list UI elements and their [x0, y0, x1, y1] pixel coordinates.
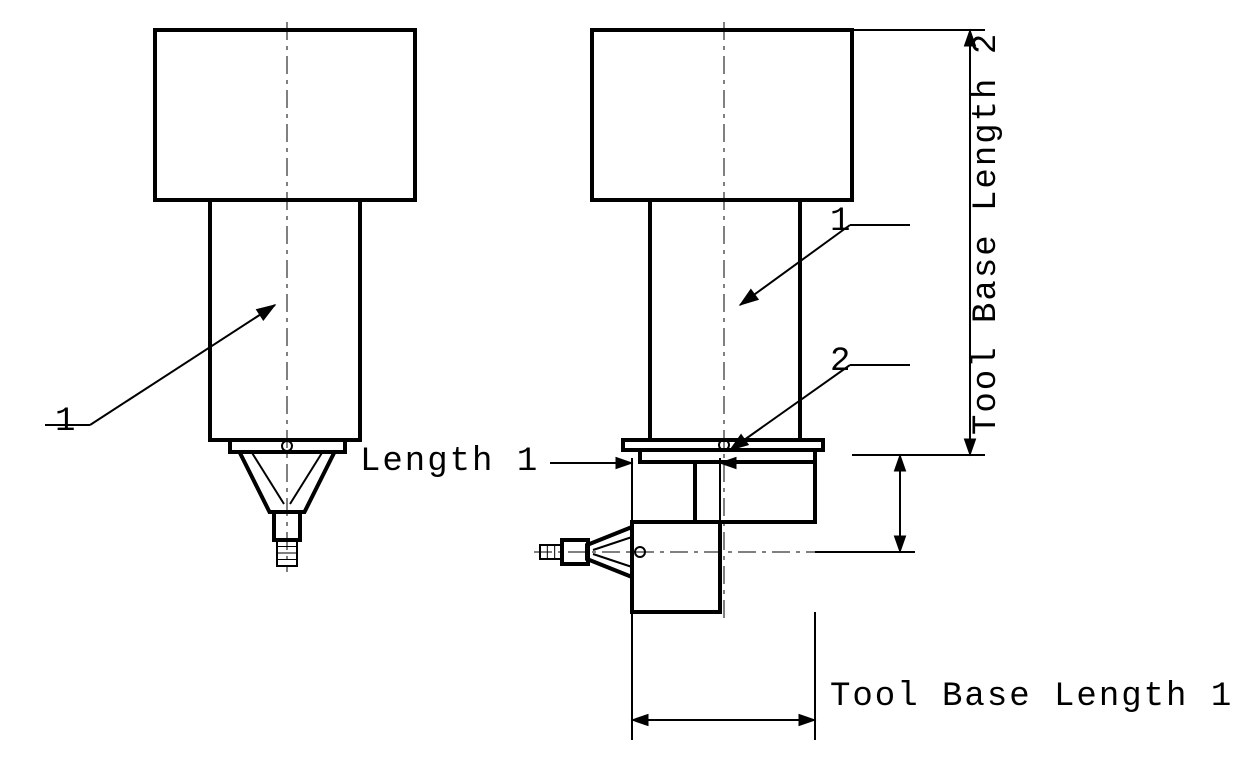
svg-text:Length 1: Length 1	[360, 443, 539, 481]
svg-text:Tool Base Length 1: Tool Base Length 1	[830, 678, 1233, 716]
svg-text:Tool Base Length 2: Tool Base Length 2	[968, 32, 1006, 435]
svg-text:2: 2	[830, 343, 852, 381]
svg-text:1: 1	[830, 203, 852, 241]
svg-text:1: 1	[55, 403, 77, 441]
